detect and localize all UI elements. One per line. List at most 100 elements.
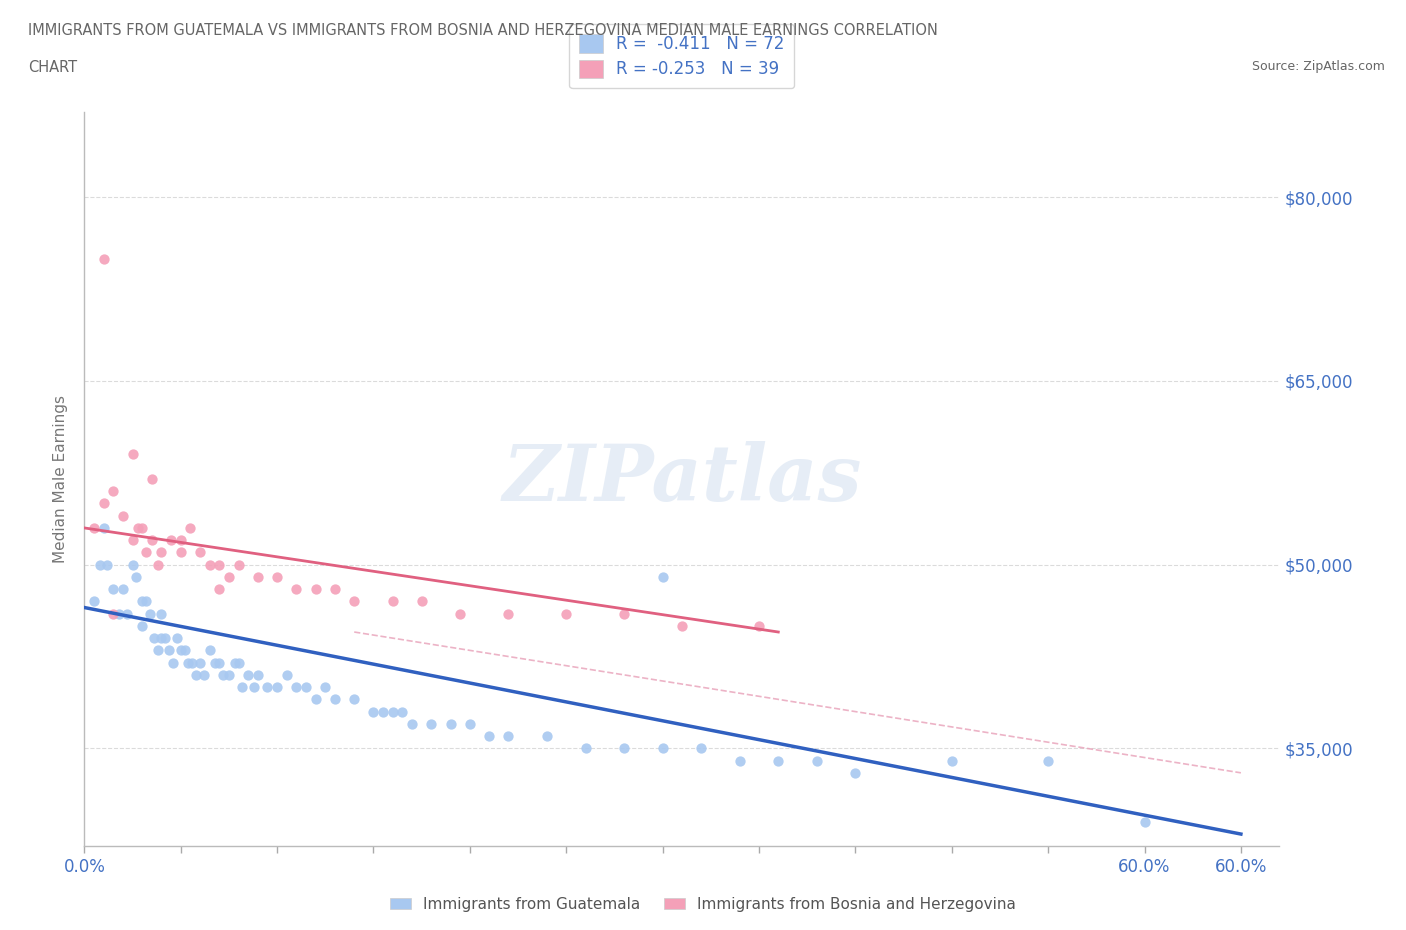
Point [127, 521, 149, 536]
Point [391, 704, 413, 719]
Point [208, 582, 231, 597]
Point [131, 618, 153, 633]
Point [166, 631, 188, 645]
Point [246, 668, 269, 683]
Point [439, 716, 461, 731]
Point [146, 557, 169, 572]
Point [305, 582, 328, 597]
Legend: Immigrants from Guatemala, Immigrants from Bosnia and Herzegovina: Immigrants from Guatemala, Immigrants fr… [384, 891, 1022, 918]
Point [108, 606, 131, 621]
Point [83, 594, 105, 609]
Point [285, 582, 308, 597]
Point [574, 741, 596, 756]
Point [150, 545, 173, 560]
Point [141, 472, 163, 486]
Point [218, 668, 240, 683]
Point [198, 643, 221, 658]
Point [498, 729, 520, 744]
Point [96, 557, 118, 572]
Point [748, 618, 770, 633]
Text: Source: ZipAtlas.com: Source: ZipAtlas.com [1251, 60, 1385, 73]
Point [93, 496, 115, 511]
Point [179, 521, 201, 536]
Point [170, 533, 193, 548]
Point [170, 545, 193, 560]
Point [373, 704, 395, 719]
Point [157, 643, 180, 658]
Point [651, 569, 673, 584]
Point [170, 643, 193, 658]
Point [256, 680, 278, 695]
Point [103, 582, 125, 597]
Point [89, 557, 111, 572]
Point [314, 680, 336, 695]
Point [728, 753, 751, 768]
Point [121, 447, 143, 462]
Point [142, 631, 165, 645]
Point [536, 729, 558, 744]
Point [111, 582, 134, 597]
Point [198, 557, 221, 572]
Point [941, 753, 963, 768]
Point [177, 656, 200, 671]
Point [323, 692, 346, 707]
Point [135, 545, 157, 560]
Point [806, 753, 828, 768]
Point [146, 643, 169, 658]
Point [1133, 815, 1156, 830]
Point [690, 741, 713, 756]
Text: CHART: CHART [28, 60, 77, 75]
Point [266, 569, 288, 584]
Point [155, 631, 177, 645]
Point [246, 569, 269, 584]
Point [238, 668, 260, 683]
Point [228, 656, 250, 671]
Point [420, 716, 443, 731]
Point [103, 484, 125, 498]
Point [208, 557, 231, 572]
Point [305, 692, 328, 707]
Point [613, 606, 636, 621]
Point [323, 582, 346, 597]
Point [768, 753, 790, 768]
Point [188, 545, 211, 560]
Point [381, 594, 404, 609]
Point [131, 521, 153, 536]
Point [478, 729, 501, 744]
Point [555, 606, 578, 621]
Point [93, 251, 115, 266]
Point [193, 668, 215, 683]
Point [186, 668, 208, 683]
Point [498, 606, 520, 621]
Point [363, 704, 385, 719]
Point [285, 680, 308, 695]
Legend: R =  -0.411   N = 72, R = -0.253   N = 39: R = -0.411 N = 72, R = -0.253 N = 39 [569, 24, 794, 88]
Point [224, 656, 246, 671]
Point [243, 680, 266, 695]
Point [204, 656, 226, 671]
Point [401, 716, 423, 731]
Point [131, 594, 153, 609]
Point [111, 508, 134, 523]
Point [212, 668, 235, 683]
Point [162, 656, 184, 671]
Point [181, 656, 204, 671]
Point [173, 643, 195, 658]
Text: IMMIGRANTS FROM GUATEMALA VS IMMIGRANTS FROM BOSNIA AND HERZEGOVINA MEDIAN MALE : IMMIGRANTS FROM GUATEMALA VS IMMIGRANTS … [28, 23, 938, 38]
Point [188, 656, 211, 671]
Y-axis label: Median Male Earnings: Median Male Earnings [53, 395, 69, 563]
Point [115, 606, 138, 621]
Point [125, 569, 148, 584]
Point [276, 668, 298, 683]
Point [139, 606, 162, 621]
Point [381, 704, 404, 719]
Point [343, 594, 366, 609]
Point [613, 741, 636, 756]
Point [458, 716, 481, 731]
Point [150, 631, 173, 645]
Point [121, 557, 143, 572]
Point [121, 533, 143, 548]
Point [651, 741, 673, 756]
Text: ZIPatlas: ZIPatlas [502, 441, 862, 517]
Point [135, 594, 157, 609]
